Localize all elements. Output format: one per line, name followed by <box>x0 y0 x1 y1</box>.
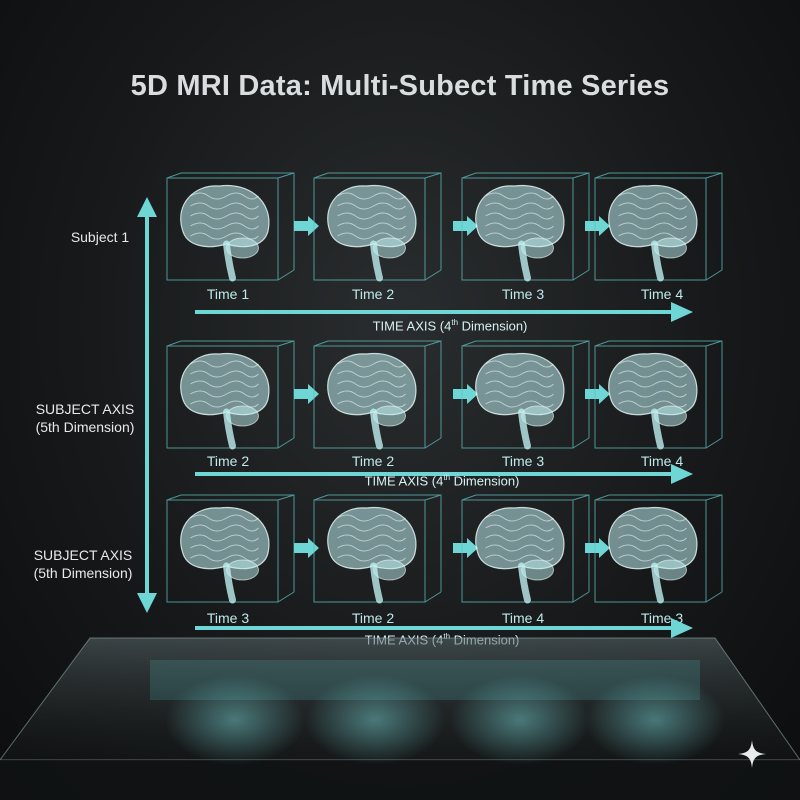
row-label-line: Subject 1 <box>70 229 130 245</box>
brain-icon <box>475 352 565 450</box>
mri-volume-tile <box>313 494 442 604</box>
time-label: Time 1 <box>206 286 250 302</box>
mri-volume-tile <box>594 172 723 282</box>
arrow-right-icon <box>294 384 319 404</box>
time-axis-label: TIME AXIS (4th Dimension) <box>292 473 592 488</box>
brain-icon <box>475 184 565 282</box>
arrow-right-icon <box>294 216 319 236</box>
time-label: Time 2 <box>206 453 250 469</box>
time-label: Time 4 <box>640 286 684 302</box>
brain-icon <box>180 352 270 450</box>
brain-icon <box>180 506 270 604</box>
brain-icon <box>327 506 417 604</box>
row-label-subject-axis-2: SUBJECT AXIS (5th Dimension) <box>30 400 140 436</box>
row-label-subject-1: Subject 1 <box>40 228 160 246</box>
axis-text-end: Dimension) <box>450 473 520 489</box>
brain-icon <box>608 184 698 282</box>
arrow-right-icon <box>585 216 610 236</box>
brain-icon <box>608 352 698 450</box>
row-label-line: SUBJECT AXIS <box>33 547 133 563</box>
time-axis-arrow <box>195 464 693 484</box>
axis-sup: th <box>443 473 451 482</box>
row-label-line: (5th Dimension) <box>35 419 135 435</box>
axis-text: TIME AXIS (4 <box>364 473 444 489</box>
glass-platform <box>0 637 800 800</box>
time-label: Time 3 <box>206 610 250 626</box>
row-label-subject-axis-3: SUBJECT AXIS (5th Dimension) <box>28 546 138 582</box>
axis-sup: th <box>443 632 451 641</box>
mri-volume-tile <box>594 340 723 450</box>
row-label-line: SUBJECT AXIS <box>35 401 135 417</box>
arrow-right-icon <box>453 216 478 236</box>
mri-volume-tile <box>594 494 723 604</box>
time-axis-label: TIME AXIS (4th Dimension) <box>300 318 600 333</box>
sparkle-icon <box>738 740 766 768</box>
time-label: Time 2 <box>351 286 395 302</box>
time-label: Time 4 <box>501 610 545 626</box>
mri-volume-tile <box>313 172 442 282</box>
row-label-line: (5th Dimension) <box>33 565 133 581</box>
mri-volume-tile <box>313 340 442 450</box>
mri-volume-tile <box>461 494 590 604</box>
brain-icon <box>608 506 698 604</box>
time-axis-arrow <box>195 618 693 638</box>
time-axis-arrow <box>195 302 693 322</box>
arrow-right-icon <box>294 538 319 558</box>
time-label: Time 2 <box>351 453 395 469</box>
mri-volume-tile <box>166 494 295 604</box>
time-label: Time 3 <box>501 453 545 469</box>
axis-text: TIME AXIS (4 <box>372 318 452 334</box>
arrow-right-icon <box>585 384 610 404</box>
page-title: 5D MRI Data: Multi-Subect Time Series <box>130 70 670 102</box>
time-label: Time 2 <box>351 610 395 626</box>
mri-volume-tile <box>166 340 295 450</box>
brain-icon <box>180 184 270 282</box>
brain-icon <box>475 506 565 604</box>
arrow-right-icon <box>453 384 478 404</box>
mri-volume-tile <box>166 172 295 282</box>
brain-icon <box>327 184 417 282</box>
arrow-right-icon <box>453 538 478 558</box>
mri-volume-tile <box>461 172 590 282</box>
axis-sup: th <box>451 318 459 327</box>
axis-text-end: Dimension) <box>458 318 528 334</box>
mri-volume-tile <box>461 340 590 450</box>
subject-axis-arrow <box>137 197 157 613</box>
arrow-right-icon <box>585 538 610 558</box>
time-label: Time 3 <box>501 286 545 302</box>
brain-icon <box>327 352 417 450</box>
